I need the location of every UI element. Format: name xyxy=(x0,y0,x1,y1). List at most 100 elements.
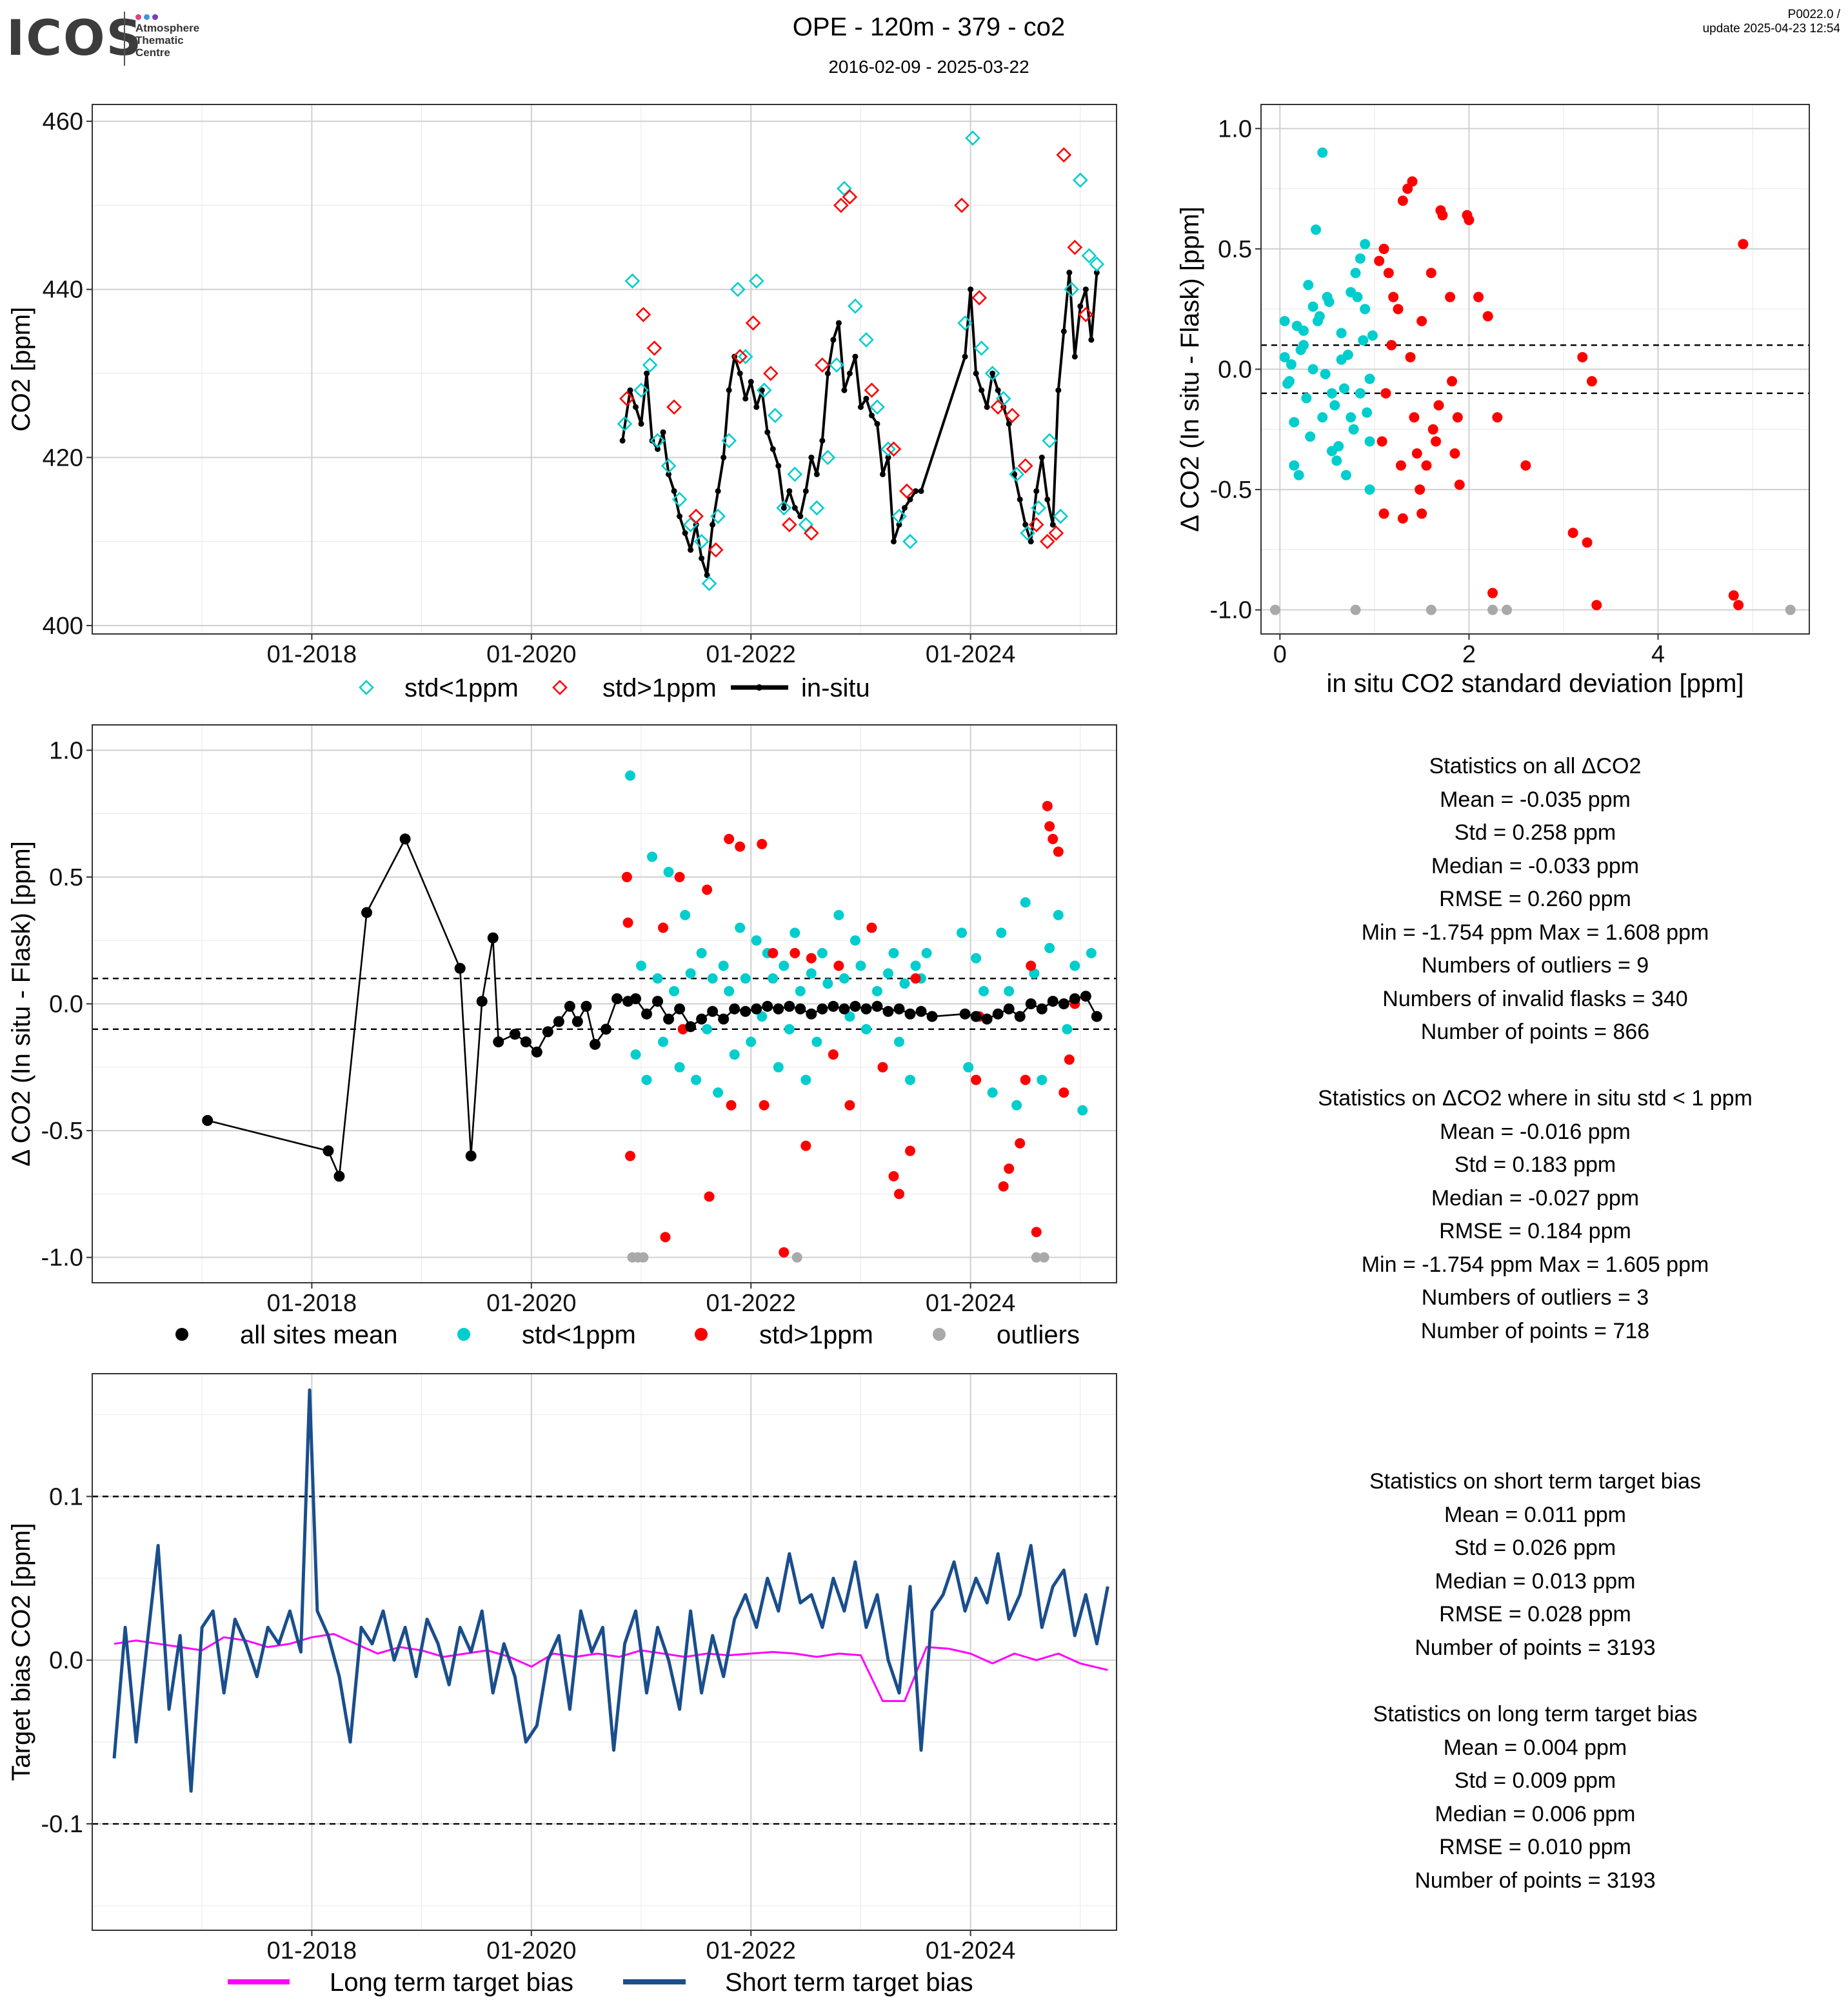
mean-point xyxy=(630,993,642,1005)
std-lt-1ppm-point xyxy=(811,1036,822,1047)
mean-point xyxy=(531,1046,542,1058)
std-lt-1ppm-point xyxy=(800,1074,811,1085)
insitu-point xyxy=(704,572,710,578)
mean-point xyxy=(992,1008,1004,1020)
y-axis-label: Target bias CO2 [ppm] xyxy=(7,1523,35,1781)
std-lt-1ppm-point xyxy=(1355,388,1366,399)
legend-label: all sites mean xyxy=(240,1321,398,1349)
std-lt-1ppm-point xyxy=(718,960,729,971)
insitu-point xyxy=(973,370,979,377)
std-lt-1ppm-point xyxy=(1317,412,1328,423)
std-lt-1ppm-point xyxy=(1298,325,1309,336)
std-lt-1ppm-point xyxy=(1338,383,1349,394)
mean-point xyxy=(904,1008,916,1020)
x-tick-label: 2 xyxy=(1462,641,1476,668)
stats-line: Std = 0.183 ppm xyxy=(1454,1152,1616,1177)
std-gt-1ppm-point xyxy=(888,1171,899,1181)
std-gt-1ppm-diamond xyxy=(1048,525,1064,541)
outlier-point xyxy=(1350,604,1361,615)
std-gt-1ppm-point xyxy=(800,1140,811,1151)
stats-line: Mean = -0.035 ppm xyxy=(1440,787,1631,812)
stats-line: Median = -0.027 ppm xyxy=(1431,1185,1640,1211)
std-gt-1ppm-point xyxy=(1473,292,1484,302)
std-gt-1ppm-point xyxy=(658,922,669,933)
insitu-point xyxy=(1017,496,1023,502)
insitu-point xyxy=(1033,488,1040,494)
insitu-point xyxy=(759,387,765,393)
x-tick-label: 01-2020 xyxy=(486,1290,576,1317)
outlier-point xyxy=(1785,604,1796,615)
mean-point xyxy=(323,1145,334,1157)
std-lt-1ppm-point xyxy=(1364,436,1375,447)
plot-border xyxy=(92,1373,1117,1931)
std-lt-1ppm-point xyxy=(905,1074,916,1085)
outlier-point xyxy=(791,1252,802,1263)
std-lt-1ppm-point xyxy=(822,978,833,989)
std-gt-1ppm-diamond xyxy=(1004,408,1020,424)
std-gt-1ppm-point xyxy=(621,871,632,882)
insitu-point xyxy=(1044,496,1051,502)
all-sites-mean-line xyxy=(207,838,1098,1178)
mean-point xyxy=(740,1005,751,1017)
mean-point xyxy=(399,833,411,845)
y-tick-label: 0.5 xyxy=(1218,236,1252,263)
mean-point xyxy=(729,1003,740,1014)
std-gt-1ppm-point xyxy=(1374,255,1385,266)
std-lt-1ppm-point xyxy=(806,968,817,979)
std-gt-1ppm-diamond xyxy=(990,399,1006,415)
logo-wordmark: ICOS xyxy=(6,9,143,66)
page-title: OPE - 120m - 379 - co2 xyxy=(792,13,1066,41)
update-timestamp: update 2025-04-23 12:54 xyxy=(1702,22,1840,35)
std-lt-1ppm-point xyxy=(1279,351,1290,362)
std-gt-1ppm-point xyxy=(1397,195,1408,206)
logo-dots xyxy=(135,12,158,20)
std-gt-1ppm-diamond xyxy=(1017,458,1033,474)
outlier-point xyxy=(1487,604,1498,615)
stats-line: RMSE = 0.184 ppm xyxy=(1439,1219,1631,1243)
insitu-point xyxy=(791,505,798,511)
co2-timeseries-panel: 01-2018 01-2020 01-2022 01-2024 400 420 440 460… xyxy=(7,104,1117,668)
std-gt-1ppm-point xyxy=(1733,600,1744,611)
std-lt-1ppm-diamond xyxy=(869,399,885,415)
mean-point xyxy=(970,1011,982,1022)
std-gt-1ppm-diamond xyxy=(899,483,915,499)
mean-point xyxy=(476,996,488,1007)
std-lt-1ppm-point xyxy=(1311,224,1321,235)
std-lt-1ppm-point xyxy=(685,968,696,979)
std-lt-1ppm-point xyxy=(1289,460,1300,471)
std-lt-1ppm-point xyxy=(899,978,910,989)
std-lt-1ppm-diamond xyxy=(721,433,737,449)
stats-line: Min = -1.754 ppm Max = 1.605 ppm xyxy=(1361,1252,1709,1277)
std-lt-1ppm-point xyxy=(773,1062,784,1073)
y-tick-label: -1.0 xyxy=(1210,597,1252,624)
std-lt-1ppm-diamond xyxy=(693,533,710,549)
std-lt-1ppm-point xyxy=(647,851,658,862)
insitu-point xyxy=(627,387,633,393)
std-gt-1ppm-diamond xyxy=(833,197,849,213)
std-gt-1ppm-point xyxy=(1026,960,1037,971)
stats-line: Number of points = 718 xyxy=(1420,1318,1650,1343)
std-lt-1ppm-diamond xyxy=(710,508,726,524)
std-gt-1ppm-point xyxy=(1393,304,1404,315)
std-gt-1ppm-diamond xyxy=(815,357,830,373)
std-gt-1ppm-point xyxy=(1397,513,1408,524)
std-lt-1ppm-point xyxy=(1279,315,1290,326)
std-lt-1ppm-point xyxy=(691,1074,702,1085)
std-gt-1ppm-point xyxy=(1376,436,1387,447)
std-gt-1ppm-point xyxy=(1482,311,1493,322)
std-gt-1ppm-point xyxy=(998,1181,1009,1192)
std-lt-1ppm-point xyxy=(713,1087,724,1098)
insitu-point xyxy=(995,387,1001,393)
std-gt-1ppm-point xyxy=(1464,215,1475,226)
std-gt-1ppm-point xyxy=(1738,239,1749,250)
y-axis-label: Δ CO2 (In situ - Flask) [ppm] xyxy=(1176,206,1204,532)
mean-point xyxy=(581,1000,592,1012)
stats-line: Number of points = 3193 xyxy=(1415,1868,1656,1893)
y-tick-label: 0.0 xyxy=(49,991,83,1018)
legend-label: std<1ppm xyxy=(404,674,519,702)
insitu-point xyxy=(726,387,732,393)
mean-point xyxy=(361,907,373,918)
insitu-point xyxy=(813,471,820,477)
insitu-point xyxy=(753,404,760,410)
std-gt-1ppm-diamond xyxy=(886,441,902,457)
